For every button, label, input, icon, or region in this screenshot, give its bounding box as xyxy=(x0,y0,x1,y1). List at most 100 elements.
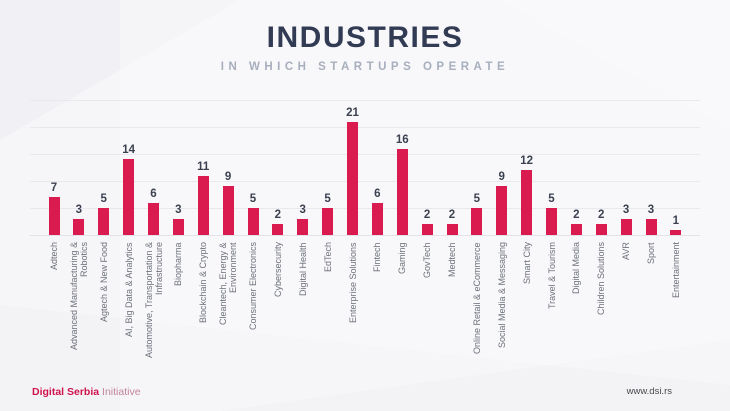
bar-value-label: 7 xyxy=(50,182,58,195)
bar xyxy=(347,121,358,235)
x-axis-baseline xyxy=(30,235,700,236)
bar xyxy=(48,197,60,235)
logo-secondary-text: Initiative xyxy=(102,386,141,398)
category-label-text: EdTech xyxy=(322,242,333,273)
category-label: Digital Media xyxy=(564,242,588,368)
category-label: Biopharma xyxy=(166,242,190,368)
bar-value-label: 3 xyxy=(299,203,306,216)
bar-column: 6 xyxy=(365,188,389,235)
bar-column: 6 xyxy=(142,188,166,235)
bar-value-label: 5 xyxy=(324,193,331,205)
category-label: Automotive, Transportation & Infrastruct… xyxy=(142,242,166,368)
bar xyxy=(371,202,383,235)
category-label: Advanced Manufacturing & Robotics xyxy=(67,242,91,368)
bar-column: 14 xyxy=(117,144,141,235)
gridline xyxy=(30,127,700,128)
category-label: Travel & Tourism xyxy=(540,242,564,368)
bar-column: 5 xyxy=(92,193,116,235)
category-label: EdTech xyxy=(316,242,340,368)
bar-column: 5 xyxy=(540,193,564,235)
bar-column: 11 xyxy=(191,161,215,235)
bar-column: 2 xyxy=(589,209,613,235)
bar xyxy=(595,224,607,235)
bar-value-label: 6 xyxy=(374,187,381,200)
category-label-text: Agtech & New Food xyxy=(98,242,109,323)
category-label-text: Medtech xyxy=(447,242,457,277)
category-label-text: Digital Health xyxy=(297,242,308,296)
bar-value-label: 2 xyxy=(274,209,282,222)
bar-column: 2 xyxy=(440,209,464,235)
category-label-text: Digital Media xyxy=(571,242,582,295)
category-label: GovTech xyxy=(415,242,439,368)
bar xyxy=(421,224,433,235)
category-label: Smart City xyxy=(515,242,539,368)
bar-column: 2 xyxy=(266,209,290,235)
bar-column: 3 xyxy=(639,204,663,235)
category-label-text: Children Solutions xyxy=(596,242,607,316)
bar xyxy=(98,208,110,235)
bar xyxy=(521,170,533,235)
category-label-text: Social Media & Messaging xyxy=(496,242,507,349)
digital-serbia-initiative-logo: Digital Serbia Initiative xyxy=(32,386,141,398)
bar xyxy=(546,208,557,235)
bar-column: 3 xyxy=(291,204,315,235)
category-label: Sport xyxy=(639,242,663,368)
bar xyxy=(620,218,632,235)
bar-column: 5 xyxy=(241,193,265,235)
bar-value-label: 5 xyxy=(473,193,481,205)
bar-value-label: 2 xyxy=(423,209,431,222)
bar-column: 3 xyxy=(67,204,91,235)
category-label-text: Enterprise Solutions xyxy=(347,242,358,323)
category-label: Blockchain & Crypto xyxy=(191,242,215,368)
bar-value-label: 5 xyxy=(249,193,257,205)
bar xyxy=(670,229,682,235)
bar xyxy=(446,224,458,235)
bar-column: 16 xyxy=(390,134,414,235)
bar-column: 9 xyxy=(490,171,514,235)
logo-primary-text: Digital Serbia xyxy=(32,386,100,398)
chart-subtitle: IN WHICH STARTUPS OPERATE xyxy=(220,61,510,73)
bar-column: 3 xyxy=(166,204,190,235)
bar xyxy=(172,218,184,235)
bar-value-label: 2 xyxy=(598,209,605,222)
bar xyxy=(322,208,334,235)
bar-column: 9 xyxy=(216,171,240,235)
bar-column: 1 xyxy=(664,215,688,235)
bar xyxy=(471,208,483,235)
category-label-text: Entertainment xyxy=(670,242,681,299)
gridline xyxy=(30,100,700,101)
bar xyxy=(272,224,284,235)
bar-value-label: 2 xyxy=(448,209,456,222)
bar-value-label: 11 xyxy=(197,160,210,173)
bar-column: 3 xyxy=(614,204,638,235)
bar-value-label: 14 xyxy=(122,144,136,157)
category-label-text: Fintech xyxy=(372,242,383,272)
bar-value-label: 6 xyxy=(150,187,157,200)
category-label: Medtech xyxy=(440,242,464,368)
bar-column: 21 xyxy=(341,107,365,235)
bar xyxy=(496,186,508,235)
category-label: Social Media & Messaging xyxy=(490,242,514,368)
category-label-text: AI, Big Data & Analytics xyxy=(123,242,134,337)
category-label-text: Online Retail & eCommerce xyxy=(471,242,482,354)
category-label: Enterprise Solutions xyxy=(341,242,365,368)
category-label-text: Gaming xyxy=(397,242,408,274)
category-label-text: Travel & Tourism xyxy=(546,242,557,310)
bar-value-label: 2 xyxy=(573,209,580,222)
gridline xyxy=(30,208,700,209)
bar-value-label: 5 xyxy=(548,193,555,205)
bar-value-label: 21 xyxy=(346,106,359,119)
bars-row: 7 3 5 14 6 3 11 9 5 2 3 5 21 6 16 2 2 5 9 12 5 2 2 3 3 1 xyxy=(42,107,688,235)
category-label-text: Cybersecurity xyxy=(272,242,283,298)
bar-value-label: 3 xyxy=(175,203,182,216)
bar-value-label: 1 xyxy=(672,214,680,227)
bar-column: 7 xyxy=(42,182,66,235)
category-label: Agtech & New Food xyxy=(92,242,116,368)
category-label-text: Cleantech, Energy & Environment xyxy=(218,242,239,325)
bar-column: 2 xyxy=(415,209,439,235)
website-url: www.dsi.rs xyxy=(626,386,672,397)
category-label: AVR xyxy=(614,242,638,368)
category-label-text: GovTech xyxy=(422,242,433,278)
category-label: Gaming xyxy=(390,242,414,368)
